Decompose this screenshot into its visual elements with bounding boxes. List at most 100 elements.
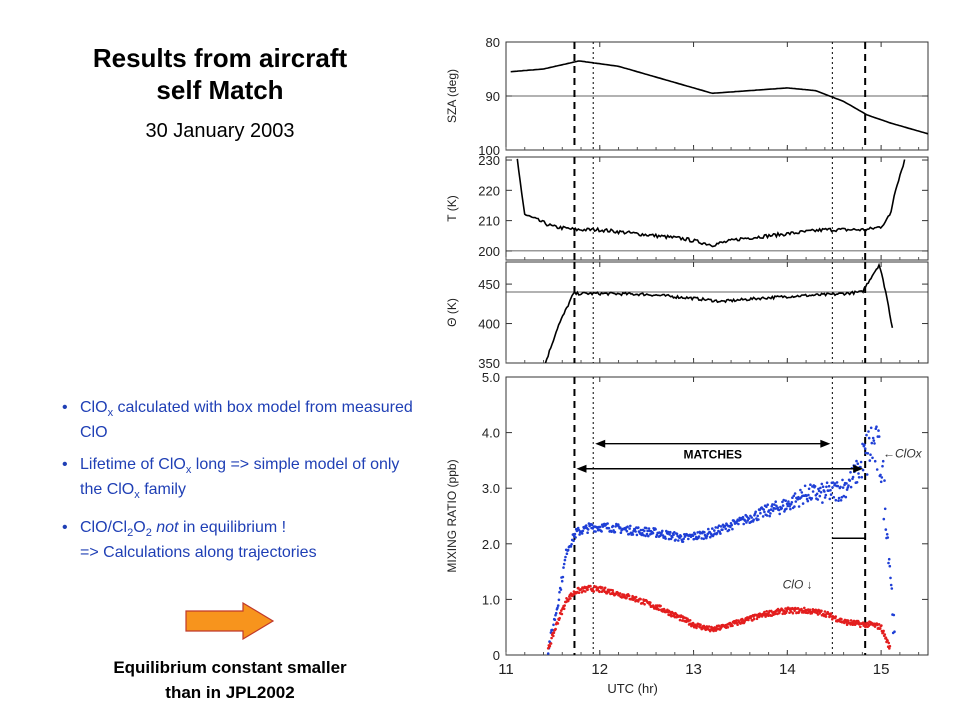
data-point xyxy=(840,496,844,499)
data-point xyxy=(629,524,632,528)
data-point xyxy=(731,527,734,531)
data-point xyxy=(805,497,809,501)
data-point xyxy=(774,612,777,616)
data-point xyxy=(672,533,675,536)
data-point xyxy=(747,618,750,622)
data-point xyxy=(565,552,569,555)
data-point xyxy=(731,624,734,628)
data-point xyxy=(746,519,749,522)
data-point xyxy=(761,515,765,518)
data-point xyxy=(888,647,891,650)
data-point xyxy=(781,504,785,507)
data-point xyxy=(813,485,817,488)
data-point xyxy=(823,610,827,613)
bullet-item: ClOx calculated with box model from meas… xyxy=(60,398,420,443)
data-point xyxy=(641,531,644,535)
data-point xyxy=(705,534,709,538)
data-point xyxy=(647,534,650,538)
data-point xyxy=(887,641,891,645)
y-tick-label: 350 xyxy=(478,356,500,371)
data-point xyxy=(560,612,564,616)
data-point xyxy=(778,512,781,516)
data-point xyxy=(562,562,566,566)
y-axis-label: MIXING RATIO (ppb) xyxy=(445,459,459,572)
data-point xyxy=(807,487,811,491)
data-point xyxy=(800,491,804,494)
data-point xyxy=(691,534,695,537)
data-point xyxy=(755,617,759,621)
data-point xyxy=(792,494,796,498)
data-point xyxy=(879,473,882,477)
data-point xyxy=(877,623,881,626)
data-point xyxy=(649,601,652,604)
data-point xyxy=(793,609,796,613)
data-point xyxy=(643,529,646,533)
data-point xyxy=(857,472,860,475)
y-tick-label: 2.0 xyxy=(482,537,500,552)
data-point xyxy=(857,476,861,479)
y-tick-label: 3.0 xyxy=(482,481,500,496)
data-point xyxy=(861,442,864,446)
data-point xyxy=(721,528,724,532)
data-point xyxy=(552,631,556,635)
data-point xyxy=(865,433,868,437)
data-point xyxy=(691,621,695,625)
y-tick-label: 400 xyxy=(478,317,500,332)
data-point xyxy=(678,618,682,622)
data-point xyxy=(825,481,829,485)
y-tick-label: 210 xyxy=(478,214,500,229)
data-point xyxy=(810,497,814,500)
data-point xyxy=(774,500,777,504)
x-tick-label: 15 xyxy=(873,661,890,678)
series-label-clo: ClO ↓ xyxy=(783,577,813,591)
data-point xyxy=(787,502,791,506)
matches-label: MATCHES xyxy=(684,448,742,462)
data-point xyxy=(667,530,670,534)
data-point xyxy=(763,510,766,514)
y-tick-label: 0 xyxy=(493,648,500,663)
arrow-head xyxy=(576,464,587,473)
panel-frame xyxy=(505,156,929,261)
right-arrow-icon xyxy=(185,602,275,640)
data-point xyxy=(673,531,676,534)
data-point xyxy=(763,610,766,614)
data-point xyxy=(793,492,797,495)
data-point xyxy=(658,531,661,534)
data-point xyxy=(552,623,555,627)
data-point xyxy=(875,468,879,471)
data-point xyxy=(849,471,852,474)
y-tick-label: 450 xyxy=(478,277,500,292)
data-point xyxy=(598,525,602,529)
data-point xyxy=(881,459,885,463)
y-tick-label: 220 xyxy=(478,183,500,198)
data-point xyxy=(889,576,892,580)
data-point xyxy=(594,530,597,533)
data-point xyxy=(834,498,838,502)
data-point xyxy=(767,509,771,512)
data-point xyxy=(781,612,784,616)
data-point xyxy=(730,523,733,527)
data-point xyxy=(737,522,740,526)
data-point xyxy=(601,586,604,589)
data-point xyxy=(882,629,885,633)
data-point xyxy=(564,555,567,559)
data-point xyxy=(765,505,768,509)
data-point xyxy=(606,522,609,525)
data-point xyxy=(875,425,878,429)
data-point xyxy=(561,575,565,579)
data-point xyxy=(577,528,581,532)
data-point xyxy=(591,587,594,591)
data-point xyxy=(756,514,759,518)
data-point xyxy=(777,508,781,512)
data-point xyxy=(643,603,646,606)
data-point xyxy=(855,459,858,463)
data-point xyxy=(865,473,869,476)
data-point xyxy=(806,499,810,503)
data-point xyxy=(827,484,831,488)
data-point xyxy=(823,496,827,499)
data-point xyxy=(773,503,776,506)
data-point xyxy=(819,486,822,490)
data-point xyxy=(668,533,671,536)
data-point xyxy=(560,579,564,583)
data-point xyxy=(572,539,575,542)
